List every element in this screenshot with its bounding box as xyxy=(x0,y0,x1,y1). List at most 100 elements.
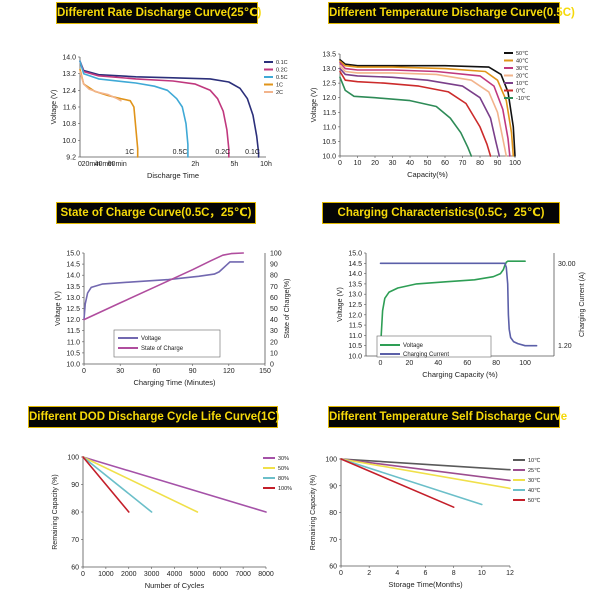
chart-title: Different Temperature Self Discharge Cur… xyxy=(329,411,568,423)
series-line-voltage xyxy=(83,261,245,321)
series-line-40 xyxy=(339,60,515,157)
legend-label: 25℃ xyxy=(528,467,540,474)
chart-title: Charging Characteristics(0.5C，25℃) xyxy=(337,207,545,219)
y-tick-label: 10.5 xyxy=(322,139,336,146)
legend-label: 10℃ xyxy=(516,80,528,87)
x-tick-label: 1000 xyxy=(98,571,114,578)
y-tick-label: 10.5 xyxy=(348,343,362,350)
chart-title-bar: Charging Characteristics(0.5C，25℃) xyxy=(322,202,560,224)
chart-title: Different Temperature Discharge Curve(0.… xyxy=(329,7,575,19)
x-tick-label: 2000 xyxy=(121,571,137,578)
x-axis-label: Storage Time(Months) xyxy=(388,580,463,589)
y-axis-right-label: State of Charge(%) xyxy=(284,279,291,339)
y-tick-label: 100 xyxy=(67,455,79,462)
series-line-80 xyxy=(82,456,153,513)
x-axis-label: Capacity(%) xyxy=(407,170,448,179)
y-right-tick-label: 80 xyxy=(270,273,278,280)
annotation-label: 0.1C xyxy=(245,149,260,156)
y-tick-label: 12.5 xyxy=(348,302,362,309)
legend-label: Voltage xyxy=(141,336,162,342)
legend-label: 80% xyxy=(278,476,289,482)
chart-title: Different Rate Discharge Curve(25℃) xyxy=(57,7,262,19)
series-line-10 xyxy=(339,67,501,157)
y-tick-label: 13.5 xyxy=(348,281,362,288)
y-axis-label: Voltage (V) xyxy=(55,291,62,326)
y-right-tick-label: 50 xyxy=(270,306,278,313)
x-tick-label: 5000 xyxy=(190,571,206,578)
x-tick-label: 60min xyxy=(108,161,127,168)
y-tick-label: 12.5 xyxy=(322,81,336,88)
x-tick-label: 80 xyxy=(492,360,500,367)
series-line-stateofcharge xyxy=(83,252,245,321)
legend-label: -10℃ xyxy=(516,95,530,102)
series-line-50 xyxy=(339,58,516,157)
x-tick-label: 40 xyxy=(406,160,414,167)
y-right-tick-label: 30 xyxy=(270,328,278,335)
chart-svg-dod: 100 90 80 70 600 1000 2000 3000 4000 5000 6000 7000… xyxy=(52,455,292,591)
x-tick-label: 10 xyxy=(478,570,486,577)
x-axis-label: Charging Time (Minutes) xyxy=(133,378,216,387)
chart-title-bar: Different Temperature Discharge Curve(0.… xyxy=(328,2,575,24)
x-tick-label: 40min xyxy=(95,161,114,168)
legend-label: 0℃ xyxy=(516,88,525,95)
legend-label: 2C xyxy=(276,90,283,96)
x-tick-label: 80 xyxy=(476,160,484,167)
chart-title-bar: Different Temperature Self Discharge Cur… xyxy=(328,406,568,428)
x-tick-label: 90 xyxy=(189,368,197,375)
y-tick-label: 10.8 xyxy=(62,121,76,128)
x-tick-label: 40 xyxy=(434,360,442,367)
legend-label: 40℃ xyxy=(528,487,540,494)
series-line-2c xyxy=(79,70,122,102)
x-tick-label: 60 xyxy=(153,368,161,375)
y-tick-label: 14.5 xyxy=(348,261,362,268)
chart-svg-self: 100 90 80 70 600 2 4 6 8 10 12 Storage Time(Months)… xyxy=(310,457,540,590)
x-tick-label: 60 xyxy=(441,160,449,167)
legend-label: 0.5C xyxy=(276,75,288,81)
legend-label: 30℃ xyxy=(528,477,540,484)
series-line-01c xyxy=(79,60,260,158)
series-line-20 xyxy=(339,64,508,157)
x-tick-label: 20 xyxy=(405,360,413,367)
y-tick-label: 10.5 xyxy=(66,350,80,357)
y-tick-label: 12.0 xyxy=(322,95,336,102)
y-right-tick-label: 70 xyxy=(270,284,278,291)
x-tick-label: 0 xyxy=(339,570,343,577)
y-tick-label: 70 xyxy=(329,537,337,544)
series-line-30 xyxy=(340,458,511,490)
y-tick-label: 11.5 xyxy=(67,328,80,335)
x-tick-label: 6000 xyxy=(212,571,228,578)
chart-svg-charging: 15.0 14.5 14.0 13.5 13.0 12.5 12.0 11.5 11.0 10.5… xyxy=(337,251,586,380)
chart-svg-soc: 15.0 14.5 14.0 13.5 13.0 12.5 12.0 11.5 11.0 10.5… xyxy=(55,251,291,388)
x-tick-label: 100 xyxy=(519,360,531,367)
x-tick-label: 60 xyxy=(463,360,471,367)
x-axis-label: Number of Cycles xyxy=(145,581,205,590)
series-line-0 xyxy=(339,70,492,157)
series-line-25 xyxy=(340,458,511,482)
x-tick-label: 4000 xyxy=(167,571,183,578)
y-right-tick-label: 1.20 xyxy=(558,343,572,350)
y-right-tick-label: 20 xyxy=(270,339,278,346)
chart-svg-temp: 13.5 13.0 12.5 12.0 11.5 11.0 10.5 10.00 10 20 30 4… xyxy=(311,50,530,179)
legend-label: 100% xyxy=(278,486,292,492)
chart-panel-self: Different Temperature Self Discharge Cur… xyxy=(308,406,588,596)
x-axis-label: Discharge Time xyxy=(147,171,199,180)
y-tick-label: 13.0 xyxy=(66,295,80,302)
y-tick-label: 10.0 xyxy=(348,354,362,361)
x-tick-label: 0 xyxy=(81,571,85,578)
y-tick-label: 80 xyxy=(329,510,337,517)
y-tick-label: 14.0 xyxy=(66,273,80,280)
x-tick-label: 70 xyxy=(459,160,467,167)
annotation-label: 1C xyxy=(125,149,134,156)
x-tick-label: 30 xyxy=(389,160,397,167)
annotation-label: 0.2C xyxy=(215,149,230,156)
y-axis-label: Remaining Capacity (%) xyxy=(52,474,59,549)
x-tick-label: 6 xyxy=(424,570,428,577)
legend-label: 0.2C xyxy=(276,68,288,74)
y-tick-label: 13.5 xyxy=(322,52,336,59)
series-line-voltage xyxy=(379,260,526,357)
y-tick-label: 12.0 xyxy=(348,312,362,319)
x-tick-label: 12 xyxy=(506,570,514,577)
x-tick-label: 100 xyxy=(509,160,521,167)
x-tick-label: 0 xyxy=(78,161,82,168)
series-line-02c xyxy=(79,60,230,158)
